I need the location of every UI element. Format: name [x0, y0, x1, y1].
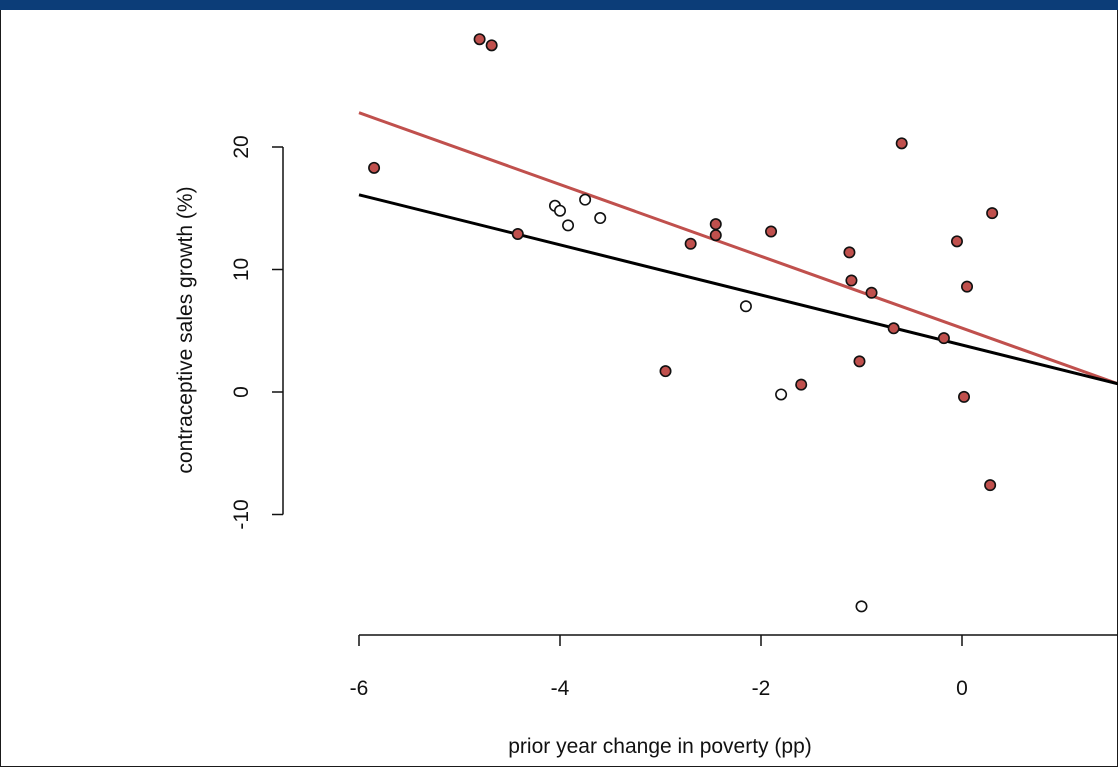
fit-line-1 — [358, 111, 1118, 386]
filled-point — [986, 207, 999, 220]
filled-point — [950, 235, 963, 248]
header-bar — [0, 0, 1118, 10]
y-tick-label: 0 — [230, 386, 253, 398]
filled-point — [958, 390, 971, 403]
x-tick-label: -6 — [350, 677, 369, 700]
hollow-point — [775, 388, 788, 401]
filled-point — [659, 365, 672, 378]
x-tick-label: 0 — [956, 677, 968, 700]
fit-line-2 — [358, 193, 1118, 386]
filled-point — [895, 137, 908, 150]
filled-point — [368, 161, 381, 174]
data-points — [368, 33, 999, 613]
hollow-point — [594, 212, 607, 225]
filled-point — [865, 286, 878, 299]
hollow-point — [739, 300, 752, 313]
filled-point — [843, 246, 856, 259]
hollow-point — [579, 193, 592, 206]
y-tick-label: -10 — [230, 499, 253, 529]
hollow-point — [562, 219, 575, 232]
filled-point — [853, 355, 866, 368]
filled-point — [765, 225, 778, 238]
filled-point — [485, 39, 498, 52]
y-tick-label: 20 — [230, 135, 253, 158]
hollow-point — [855, 600, 868, 613]
filled-point — [684, 237, 697, 250]
filled-point — [937, 332, 950, 345]
x-tick-label: -2 — [752, 677, 771, 700]
filled-point — [961, 280, 974, 293]
y-axis-title: contraceptive sales growth (%) — [174, 186, 197, 473]
filled-point — [511, 227, 524, 240]
filled-point — [795, 378, 808, 391]
x-axis-title: prior year change in poverty (pp) — [508, 735, 812, 758]
filled-point — [473, 33, 486, 46]
filled-point — [984, 479, 997, 492]
fit-lines — [358, 111, 1118, 386]
filled-point — [709, 218, 722, 231]
filled-point — [709, 229, 722, 242]
filled-point — [887, 322, 900, 335]
hollow-point — [553, 204, 566, 217]
filled-point — [845, 274, 858, 287]
y-tick-label: 10 — [230, 258, 253, 281]
x-tick-label: -4 — [551, 677, 570, 700]
